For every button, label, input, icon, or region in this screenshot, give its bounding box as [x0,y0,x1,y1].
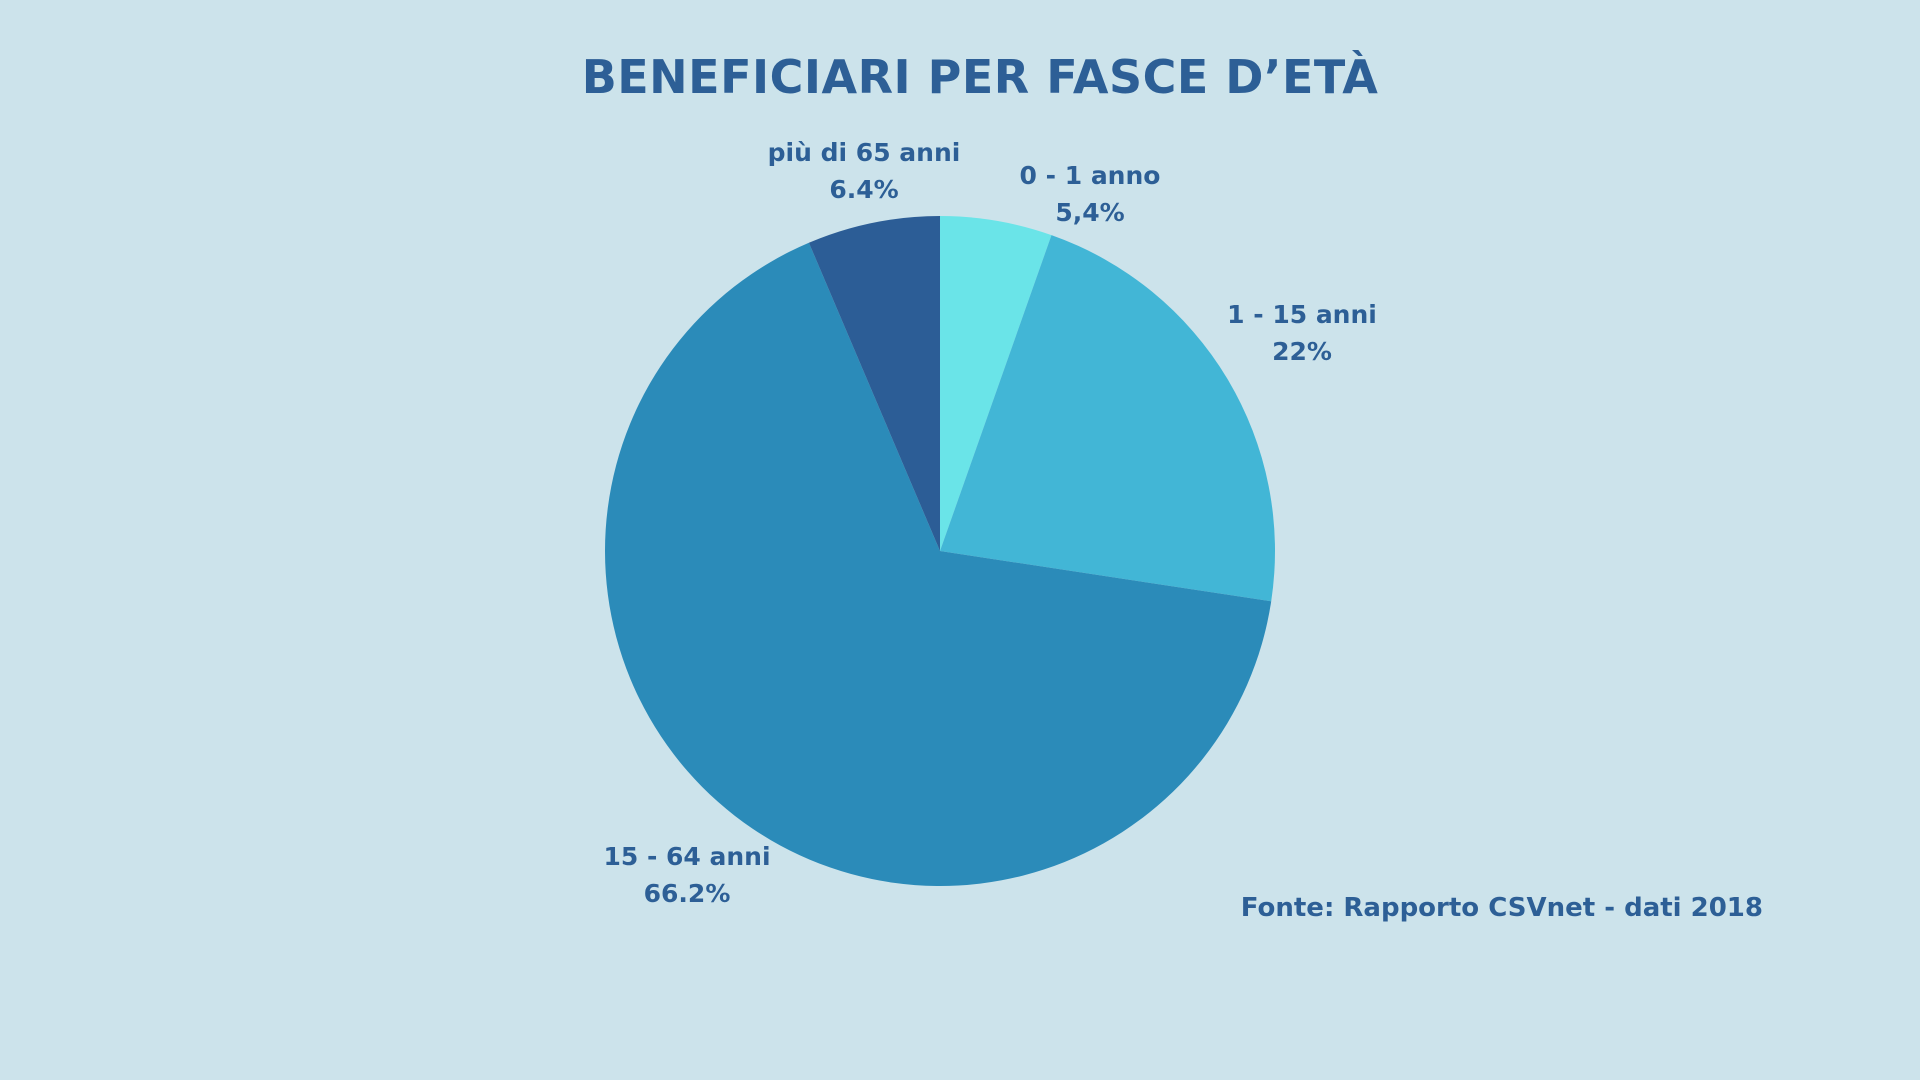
slice-label-name: 0 - 1 anno [1019,161,1161,190]
slice-label-name: più di 65 anni [767,138,961,167]
pie-slice-3 [808,216,940,551]
source-note: Fonte: Rapporto CSVnet - dati 2018 [1240,893,1763,923]
pie-slice-0 [940,216,1052,551]
slice-label-65-plus: più di 65 anni 6.4% [768,134,961,208]
slice-label-name: 15 - 64 anni [603,842,771,871]
pie-slice-1 [940,235,1275,602]
chart-title: BENEFICIARI PER FASCE D’ETÀ [581,50,1379,104]
slice-label-1-15: 1 - 15 anni 22% [1227,296,1377,370]
slice-label-value: 6.4% [829,175,899,204]
slice-label-0-1: 0 - 1 anno 5,4% [1020,157,1161,231]
slice-label-name: 1 - 15 anni [1227,300,1377,329]
pie-slice-2 [605,242,1272,887]
slice-label-15-64: 15 - 64 anni 66.2% [603,838,770,912]
slice-label-value: 22% [1272,337,1332,366]
slice-label-value: 66.2% [643,879,731,908]
slice-label-value: 5,4% [1055,198,1125,227]
